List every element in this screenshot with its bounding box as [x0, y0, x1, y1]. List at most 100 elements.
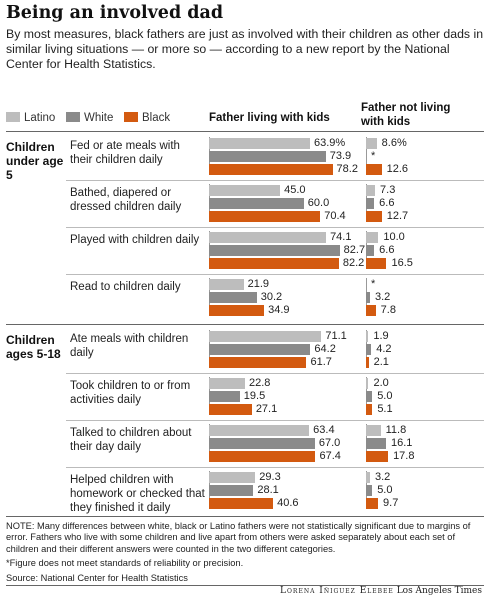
chart-title: Being an involved dad: [6, 3, 224, 23]
value-label-living-black: 61.7: [310, 356, 332, 368]
value-label-not-living-latino: *: [371, 278, 376, 290]
bar-living-latino: [209, 378, 246, 389]
value-label-not-living-black: 16.5: [391, 257, 413, 269]
bar-living-white: [209, 485, 254, 496]
bar-not-living-black: [366, 357, 369, 368]
value-label-living-latino: 71.1: [325, 330, 347, 342]
bar-not-living-white: [366, 438, 386, 449]
value-label-living-white: 64.2: [314, 343, 336, 355]
chart-subtitle: By most measures, black fathers are just…: [6, 27, 484, 71]
value-label-living-black: 40.6: [277, 497, 299, 509]
bar-living-latino: [209, 472, 256, 483]
value-label-living-white: 30.2: [260, 291, 283, 303]
bar-living-white: [209, 344, 311, 355]
category-label: Bathed, diapered or dressed children dai…: [70, 187, 182, 213]
value-label-living-black: 27.1: [255, 403, 278, 415]
value-label-not-living-latino: 7.3: [380, 184, 396, 196]
bar-not-living-white: [366, 485, 373, 496]
bar-living-black: [209, 498, 274, 509]
category-label: Took children to or from activities dail…: [70, 380, 191, 406]
bar-not-living-white: [366, 391, 373, 402]
category-label: Talked to children about their day daily: [70, 427, 192, 453]
value-label-living-white: 28.1: [257, 484, 279, 496]
value-label-not-living-black: 12.7: [386, 210, 409, 222]
bottom-rule: [6, 516, 484, 517]
value-label-not-living-black: 17.8: [393, 450, 415, 462]
bar-not-living-black: [366, 498, 379, 509]
value-label-not-living-white: 5.0: [377, 390, 393, 402]
legend-item-black: Black: [124, 112, 170, 124]
bar-not-living-black: [366, 305, 376, 316]
value-label-living-latino: 74.1: [330, 231, 352, 243]
value-label-living-latino: 29.3: [259, 471, 281, 483]
value-label-not-living-black: 9.7: [383, 497, 399, 509]
value-label-not-living-white: 5.0: [377, 484, 393, 496]
legend-swatch-black: [124, 112, 138, 122]
value-label-living-latino: 63.4: [313, 424, 335, 436]
bar-not-living-white: [366, 292, 370, 303]
bar-living-latino: [209, 279, 244, 290]
bar-not-living-latino: [366, 138, 377, 149]
value-label-not-living-black: 7.8: [380, 304, 396, 316]
value-label-living-black: 34.9: [268, 304, 290, 316]
bar-living-white: [209, 151, 326, 162]
value-label-not-living-latino: 10.0: [383, 231, 405, 243]
value-label-not-living-white: 6.6: [379, 244, 395, 256]
legend-swatch-white: [66, 112, 80, 122]
top-rule: [6, 131, 484, 132]
bar-living-black: [209, 211, 321, 222]
category-label: Read to children daily: [70, 281, 181, 293]
value-label-not-living-white: 3.2: [374, 291, 391, 303]
legend-item-white: White: [66, 112, 113, 124]
credit-outlet: Los Angeles Times: [396, 586, 482, 596]
bar-not-living-latino: [366, 232, 379, 243]
value-label-living-white: 60.0: [307, 197, 330, 209]
bar-living-white: [209, 391, 240, 402]
row-separator: [66, 373, 484, 374]
value-label-living-latino: 22.8: [249, 377, 271, 389]
value-label-not-living-latino: 1.9: [373, 330, 389, 342]
value-label-not-living-black: 12.6: [386, 163, 409, 175]
credit-name: Lorena Iñiguez Elebee: [280, 586, 394, 596]
bar-living-black: [209, 451, 316, 462]
row-separator: [66, 227, 484, 228]
value-label-not-living-latino: 3.2: [374, 471, 391, 483]
bar-not-living-latino: [366, 331, 369, 342]
bar-not-living-black: [366, 211, 382, 222]
value-label-not-living-white: 16.1: [390, 437, 413, 449]
bar-living-latino: [209, 185, 281, 196]
value-label-not-living-white: *: [371, 150, 376, 162]
bar-living-white: [209, 438, 315, 449]
credit-rule: [6, 585, 484, 586]
value-label-not-living-latino: 8.6%: [381, 137, 407, 149]
value-label-living-white: 73.9: [329, 150, 352, 162]
bar-living-white: [209, 292, 257, 303]
bar-living-latino: [209, 425, 310, 436]
group-label: Children under age 5: [6, 140, 64, 182]
bar-living-white: [209, 198, 304, 209]
category-label: Ate meals with children daily: [70, 333, 189, 359]
bar-not-living-black: [366, 164, 382, 175]
category-label: Played with children daily: [70, 234, 200, 246]
bar-living-white: [209, 245, 340, 256]
axis-baseline: [366, 137, 367, 175]
bar-not-living-black: [366, 404, 373, 415]
value-label-not-living-black: 2.1: [373, 356, 389, 368]
value-label-living-latino: 45.0: [284, 184, 306, 196]
value-label-living-latino: 63.9%: [313, 137, 346, 149]
value-label-living-black: 70.4: [324, 210, 346, 222]
bar-not-living-latino: [366, 425, 381, 436]
column-header-living-with: Father living with kids: [209, 112, 330, 124]
bar-not-living-black: [366, 451, 389, 462]
value-label-living-white: 19.5: [243, 390, 266, 402]
bar-living-latino: [209, 232, 327, 243]
legend-swatch-latino: [6, 112, 20, 122]
footnote-text: *Figure does not meet standards of relia…: [6, 558, 244, 568]
row-separator: [66, 420, 484, 421]
value-label-living-white: 82.7: [343, 244, 366, 256]
bar-living-black: [209, 305, 265, 316]
bar-not-living-latino: [366, 185, 376, 196]
row-separator: [66, 467, 484, 468]
legend-item-latino: Latino: [6, 112, 55, 124]
